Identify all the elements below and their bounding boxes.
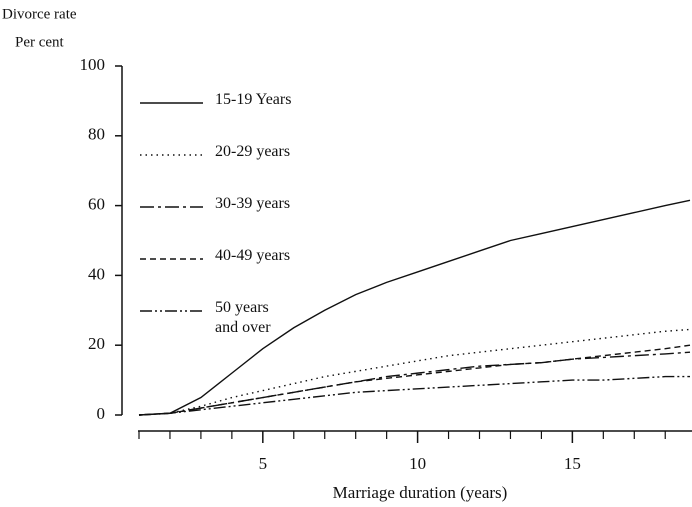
series-line	[138, 344, 691, 416]
y-axis-unit: Per cent	[15, 34, 65, 50]
series-line	[138, 199, 691, 416]
y-axis-label: Divorce rate	[2, 6, 77, 22]
legend-label: 15-19 Years	[215, 91, 292, 108]
x-tick-label: 10	[409, 454, 426, 473]
x-tick-label: 5	[259, 454, 268, 473]
series-line	[138, 375, 690, 416]
y-tick-label: 0	[97, 404, 106, 423]
legend-label: 30-39 years	[215, 195, 291, 212]
y-tick-label: 100	[80, 55, 106, 74]
x-tick-label: 15	[564, 454, 581, 473]
legend-label: 20-29 years	[215, 143, 291, 160]
legend-label: 40-49 years	[215, 247, 291, 264]
y-tick-label: 60	[88, 195, 105, 214]
series-line	[138, 328, 691, 416]
x-axis-label: Marriage duration (years)	[333, 483, 508, 502]
legend-label: 50 years and over	[215, 299, 271, 336]
y-tick-label: 80	[88, 125, 105, 144]
y-tick-label: 40	[88, 264, 105, 283]
y-tick-label: 20	[88, 334, 105, 353]
